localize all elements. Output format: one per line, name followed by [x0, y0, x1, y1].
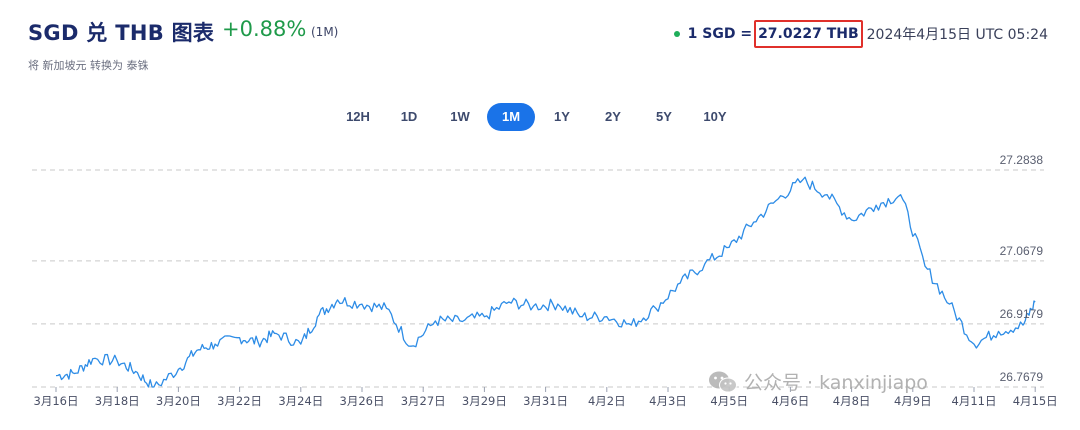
- tab-12h[interactable]: 12H: [346, 109, 370, 124]
- x-tick-label: 3月31日: [523, 394, 568, 408]
- page-title: SGD 兑 THB 图表: [28, 21, 215, 45]
- live-dot-icon: [673, 31, 680, 37]
- x-tick-label: 3月26日: [340, 394, 385, 408]
- rate-value: 27.0227 THB: [754, 20, 863, 48]
- x-tick-label: 4月8日: [833, 394, 871, 408]
- tab-10y[interactable]: 10Y: [703, 109, 727, 124]
- x-tick-label: 4月5日: [710, 394, 748, 408]
- tab-1w[interactable]: 1W: [450, 109, 470, 124]
- x-tick-label: 4月11日: [952, 394, 997, 408]
- grid-lines: [32, 169, 1044, 388]
- x-tick-label: 3月27日: [401, 394, 446, 408]
- x-tick-label: 4月6日: [772, 394, 810, 408]
- y-tick-label: 27.0679: [1000, 244, 1044, 258]
- x-tick-label: 3月20日: [156, 394, 201, 408]
- watermark-text: 公众号 · kanxinjiapo: [744, 372, 928, 394]
- series-line-layer: [55, 176, 1036, 388]
- rate-timestamp: 2024年4月15日 UTC 05:24: [866, 27, 1048, 43]
- series-line: [55, 176, 1036, 388]
- y-tick-label: 26.7679: [1000, 370, 1044, 384]
- x-tick-label: 3月16日: [34, 394, 79, 408]
- x-tick-label: 3月22日: [217, 394, 262, 408]
- rate-lhs: 1 SGD =: [687, 26, 753, 42]
- tab-1m[interactable]: 1M: [487, 103, 535, 131]
- x-tick-labels: 3月16日 3月18日 3月20日 3月22日 3月24日 3月26日 3月27日 3月29日…: [34, 387, 1058, 408]
- tab-2y[interactable]: 2Y: [605, 109, 621, 124]
- percent-change: +0.88%: [222, 17, 307, 41]
- x-tick-label: 4月9日: [894, 394, 932, 408]
- timeframe-tabs: 12H 1D 1W 1M 1Y 2Y 5Y 10Y: [334, 103, 742, 131]
- tab-1y[interactable]: 1Y: [554, 109, 570, 124]
- x-tick-label: 4月3日: [649, 394, 687, 408]
- x-tick-label: 4月15日: [1013, 394, 1058, 408]
- period-label: (1M): [311, 25, 339, 39]
- x-tick-label: 4月2日: [588, 394, 626, 408]
- y-tick-labels: 27.2838 27.0679 26.9179 26.7679: [1000, 153, 1044, 384]
- y-tick-label: 27.2838: [1000, 153, 1044, 167]
- wechat-icon: [709, 371, 737, 393]
- x-tick-label: 3月29日: [462, 394, 507, 408]
- tab-5y[interactable]: 5Y: [656, 109, 672, 124]
- y-tick-label: 26.9179: [1000, 307, 1044, 321]
- tab-1d[interactable]: 1D: [400, 109, 418, 124]
- conversion-subtitle: 将 新加坡元 转换为 泰铢: [28, 59, 149, 72]
- rate-display: 1 SGD = 27.0227 THB 2024年4月15日 UTC 05:24: [673, 20, 1048, 48]
- x-tick-label: 3月24日: [278, 394, 323, 408]
- x-tick-label: 3月18日: [95, 394, 140, 408]
